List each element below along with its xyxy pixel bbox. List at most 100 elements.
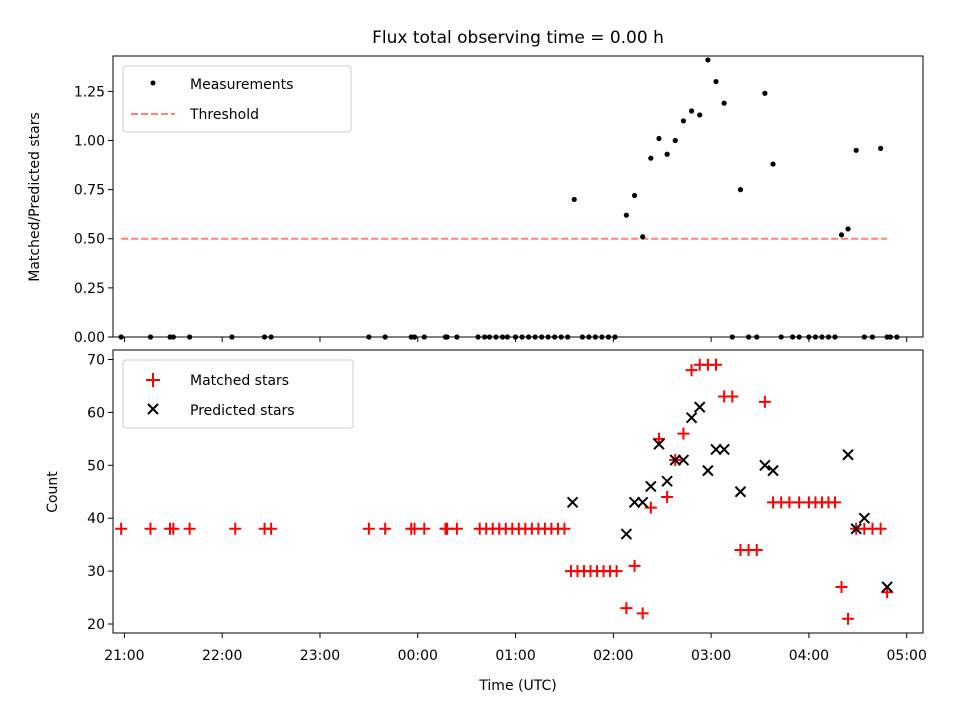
measurement-point <box>664 151 670 157</box>
predicted-star-point <box>566 496 579 509</box>
predicted-star-point <box>759 459 771 472</box>
matched-star-point <box>418 522 431 535</box>
top-y-tick-label: 1.00 <box>74 133 105 149</box>
bottom-y-tick-label: 30 <box>87 564 105 580</box>
top-y-tick-label: 0.00 <box>74 330 105 346</box>
predicted-star-point <box>677 454 690 466</box>
measurement-point <box>838 232 845 238</box>
matched-star-point <box>710 358 723 371</box>
top-panel: 0.00 0.25 0.50 0.75 1.00 1.25 Matched/Predict… <box>27 55 924 346</box>
predicted-star-point <box>767 464 779 477</box>
bottom-marks <box>115 358 894 625</box>
predicted-star-point <box>694 401 706 413</box>
predicted-star-point <box>850 523 862 535</box>
predicted-star-point <box>734 486 747 498</box>
legend-measurements-label: Measurements <box>190 77 293 93</box>
predicted-star-point <box>661 475 673 487</box>
bottom-x-tick-label: 02:00 <box>593 648 633 664</box>
chart-title: Flux total observing time = 0.00 h <box>372 28 664 48</box>
predicted-star-point <box>858 512 871 524</box>
bottom-x-tick-label: 03:00 <box>691 648 731 664</box>
matched-star-point <box>842 612 855 625</box>
predicted-star-point <box>636 496 649 509</box>
matched-star-point <box>450 522 463 535</box>
x-axis-label: Time (UTC) <box>478 678 556 694</box>
predicted-star-point <box>669 454 681 466</box>
matched-star-point <box>758 395 771 408</box>
predicted-star-point <box>653 438 665 450</box>
measurement-point <box>648 155 654 161</box>
top-y-tick-label: 0.50 <box>74 232 105 248</box>
legend-measurements-marker <box>150 80 156 86</box>
matched-star-point <box>558 522 571 535</box>
bottom-x-tick-label: 22:00 <box>202 648 242 664</box>
measurement-point <box>688 108 695 114</box>
matched-star-point <box>362 522 375 535</box>
matched-star-point <box>183 522 196 535</box>
measurement-point <box>672 137 678 144</box>
matched-star-point <box>115 522 128 535</box>
predicted-star-point <box>620 528 633 540</box>
top-y-tick-label: 0.75 <box>74 183 105 199</box>
measurement-point <box>770 161 776 167</box>
bottom-x-tick-label: 00:00 <box>398 648 438 664</box>
measurement-point <box>680 118 687 124</box>
measurement-point <box>878 145 884 151</box>
top-y-ticks: 0.00 0.25 0.50 0.75 1.00 1.25 <box>74 84 113 346</box>
measurement-point <box>631 192 638 199</box>
legend-matched-marker <box>146 373 160 387</box>
bottom-y-ticks: 20 30 40 50 60 70 <box>87 353 113 633</box>
matched-star-point <box>726 390 739 403</box>
predicted-star-point <box>702 464 714 477</box>
matched-star-point <box>610 565 623 578</box>
matched-star-point <box>685 364 698 377</box>
matched-star-point <box>620 602 633 615</box>
bottom-x-tick-label: 23:00 <box>300 648 340 664</box>
predicted-star-point <box>710 443 722 456</box>
measurement-point <box>845 226 851 232</box>
bottom-y-tick-label: 40 <box>87 511 105 527</box>
measurement-point <box>623 212 629 218</box>
legend-matched-label: Matched stars <box>190 373 289 389</box>
measurement-point <box>571 196 577 203</box>
matched-star-point <box>379 522 392 535</box>
measurement-point <box>713 78 719 85</box>
top-axes-frame <box>112 55 924 338</box>
bottom-y-tick-label: 50 <box>87 458 105 474</box>
legend-predicted-marker <box>147 403 159 415</box>
top-x-ticks <box>123 337 908 342</box>
bottom-axes-frame <box>112 349 924 634</box>
matched-star-point <box>874 522 887 535</box>
bottom-y-tick-label: 60 <box>87 405 105 421</box>
bottom-y-tick-label: 20 <box>87 617 105 633</box>
bottom-legend: Matched stars Predicted stars <box>122 359 354 429</box>
measurement-point <box>737 187 744 193</box>
top-legend-box <box>122 65 352 133</box>
bottom-x-tick-label: 04:00 <box>789 648 829 664</box>
top-y-tick-label: 1.25 <box>74 84 105 100</box>
matched-star-point <box>265 522 278 535</box>
predicted-star-point <box>685 412 698 424</box>
predicted-star-point <box>645 480 657 493</box>
predicted-star-point <box>628 496 641 509</box>
matched-star-point <box>167 522 180 535</box>
matched-star-point <box>835 580 848 593</box>
measurement-point <box>697 112 703 118</box>
predicted-star-point <box>718 443 730 456</box>
measurement-point <box>853 147 859 153</box>
top-legend: Measurements Threshold <box>122 65 352 133</box>
top-y-axis-label: Matched/Predicted stars <box>27 112 43 282</box>
matched-star-point <box>677 427 690 440</box>
predicted-star-point <box>842 449 854 461</box>
bottom-y-axis-label: Count <box>45 471 61 513</box>
matched-star-point <box>828 496 841 509</box>
bottom-x-tick-label: 01:00 <box>495 648 535 664</box>
matched-star-point <box>636 607 649 620</box>
bottom-panel: 20 30 40 50 60 70 21:00 22:00 23:00 00:00 01:00 02… <box>45 349 927 694</box>
measurement-point <box>721 100 727 106</box>
matched-star-point <box>229 522 242 535</box>
matched-star-point <box>661 491 674 504</box>
matched-star-point <box>750 543 763 556</box>
top-y-tick-label: 0.25 <box>74 281 105 297</box>
bottom-legend-box <box>122 359 354 429</box>
